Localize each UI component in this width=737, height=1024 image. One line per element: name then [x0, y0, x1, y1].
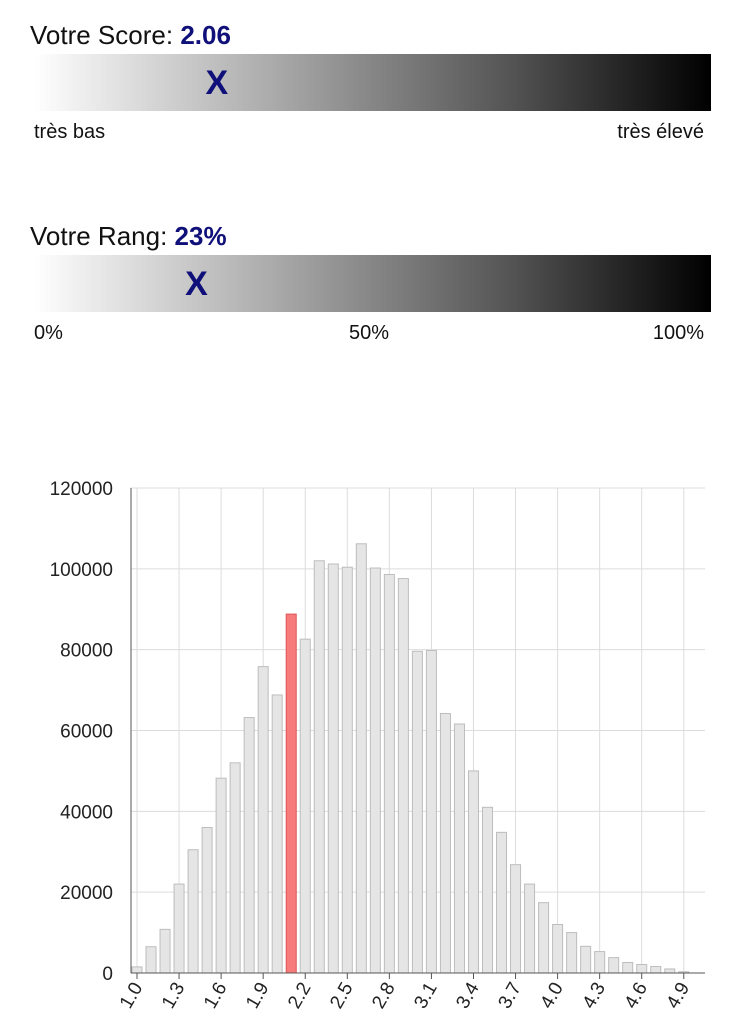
x-tick-label: 2.5	[326, 979, 357, 1012]
histogram-bar	[327, 563, 339, 974]
rank-scale-label-50: 50%	[349, 322, 390, 344]
y-tick-label: 80000	[60, 641, 113, 662]
score-scale-low-label: très bas	[34, 121, 106, 143]
histogram-bar	[664, 968, 676, 974]
histogram-bar	[636, 964, 648, 974]
x-tick-label: 1.0	[116, 979, 147, 1012]
x-tick-label: 4.6	[621, 979, 652, 1012]
score-distribution-histogram: 0 20000 40000 60000 80000 100000 120000 1.0 1.3 1…	[50, 479, 705, 1013]
y-tick-label: 40000	[60, 802, 113, 823]
histogram-bar	[201, 827, 213, 974]
x-tick-label: 4.0	[537, 979, 568, 1012]
histogram-bar	[215, 777, 227, 974]
histogram-bar	[411, 650, 423, 974]
x-tick-label: 4.3	[579, 979, 610, 1012]
histogram-bar	[594, 951, 606, 974]
histogram-bar	[439, 713, 451, 974]
x-tick-label: 1.6	[200, 979, 231, 1012]
x-tick-label: 1.9	[242, 979, 273, 1012]
histogram-bar	[341, 566, 353, 974]
rank-label: Votre Rang:	[30, 221, 168, 251]
histogram-bar	[243, 717, 255, 974]
score-marker: X	[205, 63, 229, 102]
histogram-bar	[131, 966, 143, 974]
histogram-bar	[496, 831, 508, 974]
histogram-bar	[313, 560, 325, 974]
y-tick-label: 120000	[50, 479, 113, 500]
histogram-bar	[187, 849, 199, 974]
rank-marker: X	[185, 264, 208, 303]
histogram-bar	[229, 762, 241, 974]
x-tick-label: 2.8	[368, 979, 399, 1012]
histogram-bar	[173, 883, 185, 974]
rank-value: 23%	[174, 221, 227, 251]
histogram-bar	[383, 573, 395, 974]
histogram-bar	[271, 694, 283, 974]
histogram-bar	[552, 924, 564, 974]
histogram-bar	[159, 928, 171, 974]
histogram-bar	[355, 543, 367, 974]
histogram-bar	[650, 966, 662, 974]
rank-scale-label-100: 100%	[652, 322, 704, 344]
histogram-bar	[467, 770, 479, 974]
rank-label-line: Votre Rang: 23%	[30, 221, 227, 251]
score-value: 2.06	[180, 20, 231, 50]
score-gradient-bar: X	[34, 54, 711, 111]
histogram-bar	[510, 864, 522, 974]
histogram-bar	[622, 961, 634, 974]
histogram-bar	[566, 932, 578, 974]
y-tick-label: 100000	[50, 560, 113, 581]
score-scale-high-label: très élevé	[617, 121, 704, 143]
score-label-line: Votre Score: 2.06	[30, 20, 231, 50]
histogram-bar	[145, 946, 157, 974]
x-tick-label: 4.9	[663, 979, 694, 1012]
x-tick-label: 3.7	[494, 979, 525, 1012]
histogram-bar	[425, 649, 437, 974]
histogram-bar	[369, 567, 381, 974]
y-tick-label: 0	[102, 964, 113, 985]
x-tick-label: 1.3	[158, 979, 189, 1012]
x-tick-label: 3.1	[410, 979, 441, 1012]
rank-gradient-bar: X	[34, 255, 711, 312]
y-tick-label: 20000	[60, 883, 113, 904]
histogram-bar	[538, 902, 550, 974]
histogram-bar	[608, 957, 620, 974]
histogram-bar	[397, 578, 409, 974]
highlighted-bar	[285, 613, 297, 974]
histogram-bar	[453, 723, 465, 974]
score-label: Votre Score:	[30, 20, 174, 50]
histogram-bar	[481, 806, 494, 974]
histogram-bar	[299, 638, 311, 974]
x-tick-label: 3.4	[452, 979, 484, 1013]
histogram-bar	[524, 883, 536, 974]
rank-scale-label-0: 0%	[34, 322, 63, 344]
y-tick-label: 60000	[60, 722, 113, 743]
x-tick-label: 2.2	[284, 979, 315, 1012]
histogram-bar	[580, 945, 592, 974]
histogram-bar	[257, 666, 269, 974]
